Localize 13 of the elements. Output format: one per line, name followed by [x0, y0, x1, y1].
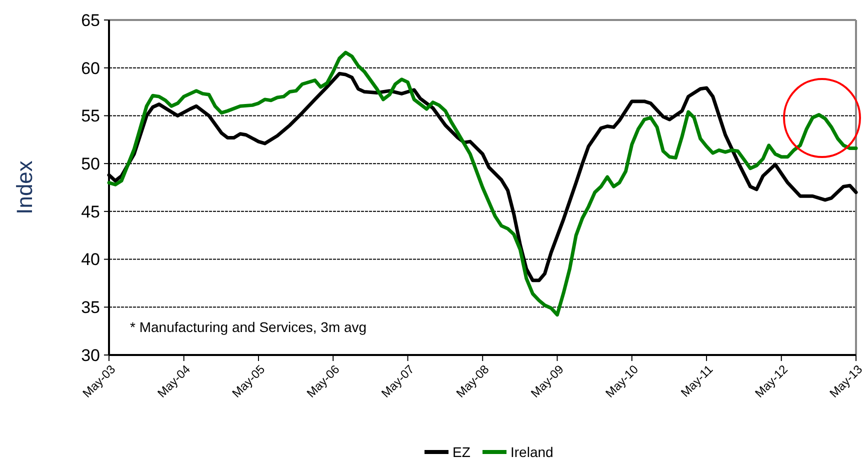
legend-label: EZ — [452, 444, 471, 460]
y-tick-label: 65 — [81, 10, 100, 30]
y-axis-title: Index — [12, 160, 37, 214]
y-tick-label: 40 — [81, 250, 100, 270]
y-tick-label: 50 — [81, 154, 100, 174]
legend-label: Ireland — [510, 444, 554, 460]
y-tick-label: 30 — [81, 346, 100, 365]
annotation: * Manufacturing and Services, 3m avg — [130, 319, 367, 335]
line-series — [107, 50, 858, 317]
y-tick-label: 45 — [81, 202, 100, 222]
y-tick-label: 35 — [81, 298, 100, 318]
y-tick-label: 55 — [81, 106, 100, 126]
y-tick-label: 60 — [81, 58, 100, 78]
